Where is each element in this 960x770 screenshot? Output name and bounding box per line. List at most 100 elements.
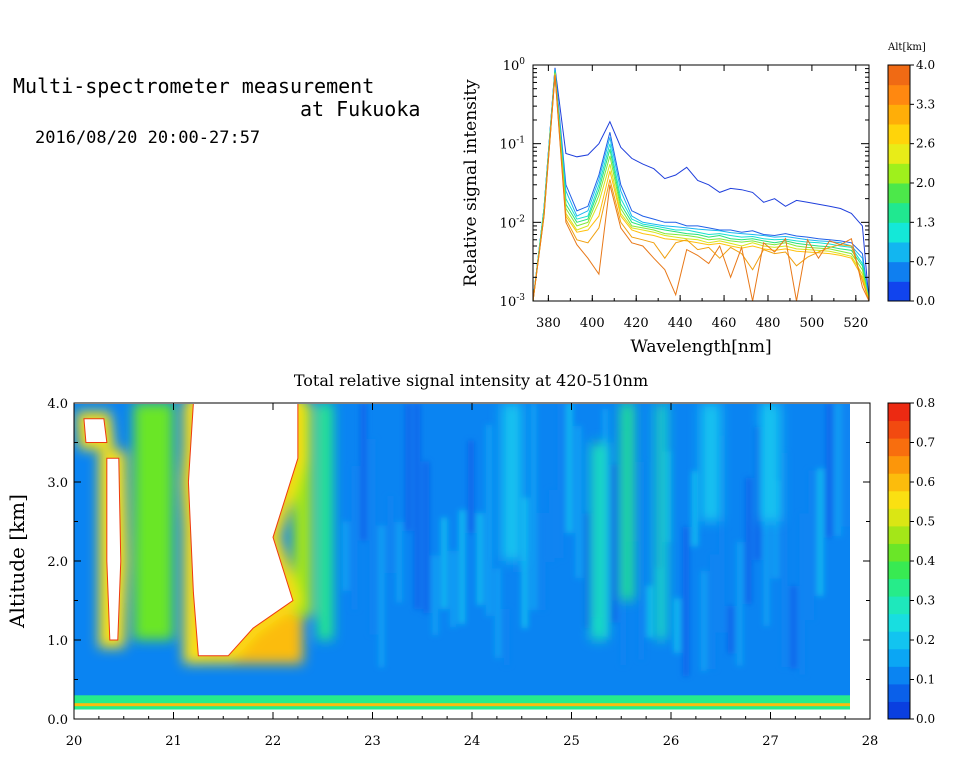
heatmap-enhanced-region bbox=[317, 404, 333, 640]
heatmap-texture-column bbox=[817, 468, 824, 597]
heatmap-texture-column bbox=[673, 598, 680, 653]
intensity-colorbar-tick-label: 0.0 bbox=[916, 712, 935, 726]
spectrum-series-line bbox=[532, 75, 870, 302]
spectrum-x-tick-label: 380 bbox=[536, 316, 561, 331]
heatmap-texture-column bbox=[754, 427, 761, 561]
heatmap-texture-column bbox=[476, 512, 483, 606]
spectrum-series-line bbox=[532, 72, 870, 302]
spectrum-x-tick-label: 480 bbox=[756, 316, 781, 331]
altitude-colorbar-swatch bbox=[888, 65, 910, 86]
heatmap-texture-column bbox=[521, 497, 528, 629]
spectrum-series-line bbox=[532, 73, 870, 302]
spectrum-series-line bbox=[532, 67, 870, 302]
heatmap-texture-column bbox=[665, 451, 671, 543]
heatmap-enhanced-region bbox=[760, 404, 781, 522]
heatmap-saturated-region bbox=[187, 404, 299, 657]
intensity-colorbar-tick-label: 0.7 bbox=[916, 436, 935, 450]
heatmap-x-tick-label: 21 bbox=[165, 734, 182, 749]
heatmap-enhanced-region bbox=[700, 404, 721, 522]
heatmap-y-tick-label: 3.0 bbox=[47, 476, 68, 491]
heatmap-texture-column bbox=[450, 550, 457, 628]
heatmap-low-altitude-band bbox=[74, 695, 850, 710]
heatmap-texture-column bbox=[790, 585, 797, 669]
heatmap-enhanced-region bbox=[621, 404, 634, 601]
altitude-colorbar-swatch bbox=[888, 124, 910, 145]
heatmap-texture-column bbox=[494, 568, 501, 659]
measurement-datetime: 2016/08/20 20:00-27:57 bbox=[35, 128, 261, 148]
heatmap-texture-column bbox=[503, 608, 510, 666]
heatmap-x-ticks: 20 21 22 23 24 25 26 27 28 bbox=[66, 403, 878, 749]
intensity-colorbar-swatch bbox=[888, 438, 910, 457]
intensity-colorbar-tick-label: 0.8 bbox=[916, 396, 935, 410]
heatmap-texture-column bbox=[691, 471, 698, 547]
spectrum-y-tick-label: 10-1 bbox=[500, 136, 525, 153]
heatmap-y-ticks: 0.0 1.0 2.0 3.0 4.0 bbox=[47, 397, 870, 728]
altitude-colorbar: 0.0 0.7 1.3 2.0 2.6 3.3 4.0 bbox=[887, 58, 935, 308]
spectrum-y-tick-label: 100 bbox=[503, 57, 526, 74]
altitude-colorbar-tick-label: 2.0 bbox=[916, 176, 935, 190]
intensity-colorbar: 0.0 0.1 0.2 0.3 0.4 0.5 0.6 0.7 0.8 bbox=[887, 396, 935, 726]
heatmap-enhanced-region bbox=[591, 442, 607, 640]
heatmap-texture-column bbox=[781, 452, 788, 668]
altitude-colorbar-tick-label: 3.3 bbox=[916, 97, 935, 111]
intensity-colorbar-swatch bbox=[888, 543, 910, 562]
intensity-colorbar-tick-label: 0.2 bbox=[916, 633, 935, 647]
heatmap-texture-column bbox=[423, 461, 430, 614]
heatmap-field bbox=[74, 404, 850, 719]
heatmap-texture-column bbox=[485, 424, 492, 617]
heatmap-texture-column bbox=[342, 521, 349, 591]
intensity-colorbar-tick-label: 0.1 bbox=[916, 673, 935, 687]
heatmap-texture-column bbox=[575, 425, 582, 579]
heatmap-texture-column bbox=[369, 439, 376, 635]
heatmap-texture-column bbox=[405, 404, 412, 532]
heatmap-below-range bbox=[74, 709, 850, 719]
spectrum-series-group bbox=[532, 67, 870, 302]
intensity-colorbar-swatch bbox=[888, 666, 910, 685]
heatmap-texture-column bbox=[360, 404, 367, 541]
heatmap-texture-column bbox=[459, 510, 466, 624]
heatmap-texture-column bbox=[530, 404, 537, 611]
altitude-colorbar-tick-label: 2.6 bbox=[916, 137, 935, 151]
figure-title-line1: Multi-spectrometer measurement bbox=[13, 74, 375, 98]
intensity-colorbar-swatch bbox=[888, 403, 910, 422]
intensity-colorbar-swatch bbox=[888, 473, 910, 492]
altitude-colorbar-swatch bbox=[888, 163, 910, 184]
heatmap-texture-column bbox=[638, 461, 645, 660]
spectrum-series-line bbox=[532, 71, 870, 302]
altitude-colorbar-swatch bbox=[888, 222, 910, 243]
figure-title-line2: at Fukuoka bbox=[300, 97, 421, 121]
heatmap-y-tick-label: 4.0 bbox=[47, 397, 68, 412]
intensity-colorbar-tick-label: 0.5 bbox=[916, 515, 935, 529]
heatmap-x-tick-label: 24 bbox=[464, 734, 481, 749]
heatmap-texture-column bbox=[557, 404, 564, 559]
altitude-colorbar-swatch bbox=[888, 143, 910, 164]
spectrum-x-tick-label: 440 bbox=[668, 316, 693, 331]
heatmap-texture-column bbox=[539, 512, 546, 611]
altitude-colorbar-swatch bbox=[888, 84, 910, 105]
intensity-colorbar-tick-label: 0.6 bbox=[916, 475, 935, 489]
heatmap-x-tick-label: 27 bbox=[762, 734, 779, 749]
intensity-colorbar-swatch bbox=[888, 508, 910, 527]
heatmap-x-tick-label: 25 bbox=[563, 734, 580, 749]
heatmap-texture-column bbox=[808, 470, 815, 620]
altitude-colorbar-swatch bbox=[888, 202, 910, 223]
heatmap-y-tick-label: 0.0 bbox=[47, 713, 68, 728]
spectrum-x-ticks: 380 400 420 440 460 480 500 520 bbox=[536, 65, 868, 331]
intensity-colorbar-swatch bbox=[888, 455, 910, 474]
spectrum-x-tick-label: 420 bbox=[624, 316, 649, 331]
altitude-colorbar-tick-label: 4.0 bbox=[916, 58, 935, 72]
heatmap-enhanced-region bbox=[133, 404, 174, 640]
heatmap-saturated-region bbox=[83, 418, 108, 443]
heatmap-texture-column bbox=[548, 489, 555, 563]
heatmap-texture-column bbox=[414, 404, 421, 610]
spectrum-x-tick-label: 400 bbox=[580, 316, 605, 331]
altitude-colorbar-label: Alt[km] bbox=[887, 42, 926, 53]
heatmap-texture-column bbox=[351, 466, 358, 610]
heatmap-texture-column bbox=[718, 435, 725, 633]
intensity-colorbar-swatch bbox=[888, 578, 910, 597]
altitude-colorbar-swatch bbox=[888, 183, 910, 204]
altitude-colorbar-tick-label: 0.7 bbox=[916, 255, 935, 269]
heatmap-texture-column bbox=[844, 404, 850, 527]
intensity-colorbar-swatch bbox=[888, 596, 910, 615]
heatmap-y-tick-label: 1.0 bbox=[47, 634, 68, 649]
